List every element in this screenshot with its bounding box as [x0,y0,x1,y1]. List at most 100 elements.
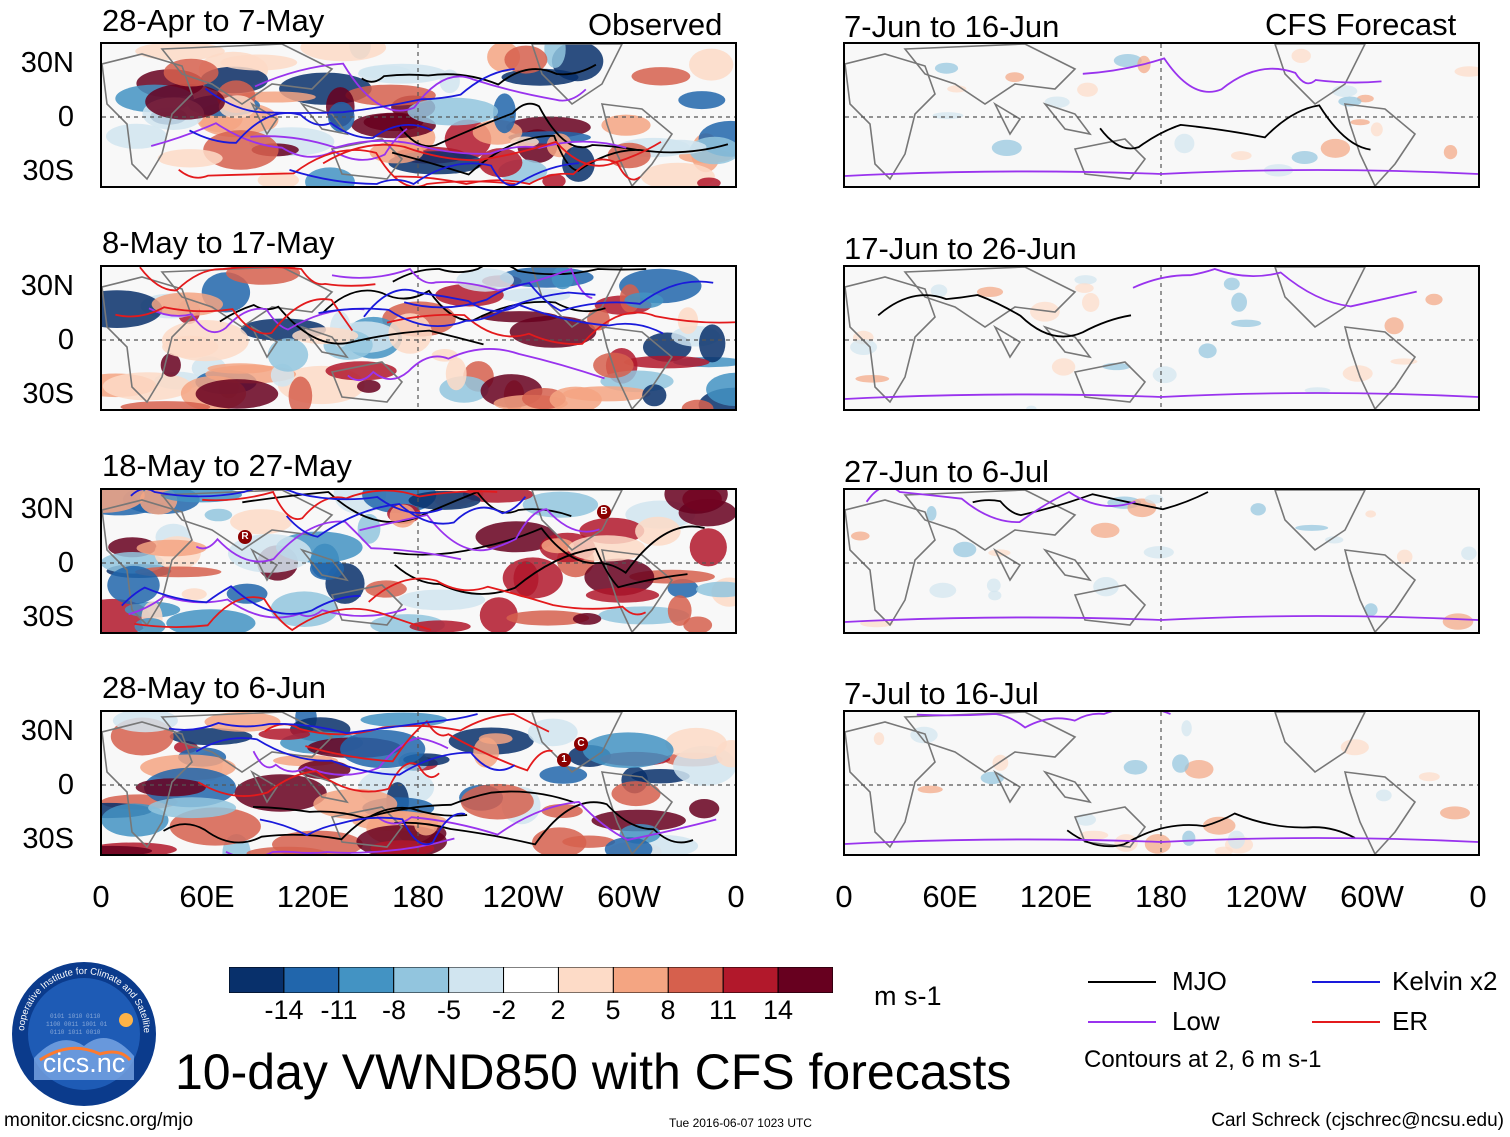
anomaly-blob [1454,66,1478,77]
contour-line [1132,268,1417,308]
lat-label-30n: 30N [20,715,74,747]
continent-outline [330,361,404,403]
legend-label-low: Low [1172,1006,1220,1036]
logo-ring-textpath: Cooperative Institute for Climate and Sa… [7,952,152,1033]
continent-outline [1274,712,1366,774]
contour-line [376,800,717,841]
colorbar-tick-label: 2 [550,995,566,1025]
anomaly-blob [1231,292,1247,312]
anomaly-blob [1295,524,1329,531]
lat-label-30s: 30S [22,378,74,410]
continent-outline [250,769,279,804]
anomaly-blob [1461,546,1477,561]
continent-outline [993,101,1022,136]
continent-outline [531,267,623,329]
anomaly-blob [226,583,268,604]
contour-line [368,577,647,616]
anomaly-blob [157,149,223,168]
anomaly-blob [169,728,253,746]
colorbar-tick-label: -2 [491,995,517,1025]
anomaly-blob [1152,366,1177,384]
storm-marker: B [597,505,611,519]
continent-outline [299,548,349,582]
anomaly-blob [697,177,721,186]
figure-title: 10-day VWND850 with CFS forecasts [175,1044,1012,1100]
forecast-panel-title-1: 7-Jun to 16-Jun [844,9,1060,44]
lat-label-30n: 30N [20,47,74,79]
anomaly-blob [582,732,674,768]
anomaly-blob [926,506,937,521]
colorbar-tick-label: 8 [660,995,676,1025]
anomaly-blob [667,579,699,598]
anomaly-blob [544,44,566,68]
anomaly-blob [163,58,219,87]
contour-line [877,294,1132,338]
contour-line [189,112,433,144]
anomaly-blob [1425,293,1443,306]
anomaly-blob [1442,613,1474,630]
contour-line [393,158,641,185]
anomaly-blob [585,587,660,603]
lon-label-180: 180 [1135,879,1187,914]
continent-outline [845,53,936,181]
anomaly-blob [1172,754,1189,773]
colorbar-tick-label: -14 [264,995,304,1025]
anomaly-blob [506,610,590,626]
footer-author: Carl Schreck (cjschrec@ncsu.edu) [1211,1110,1504,1131]
legend-note: Contours at 2, 6 m s-1 [1084,1046,1322,1073]
contour-line [130,490,443,514]
colorbar-bin [722,966,779,994]
lon-label-60w: 60W [1340,879,1404,914]
anomaly-blob [300,44,387,62]
contour-line [285,496,527,538]
forecast-column-label: CFS Forecast [1265,7,1457,42]
anomaly-blob [102,372,193,401]
anomaly-blob [976,286,1004,297]
anomaly-blob [551,267,574,290]
anomaly-blob [162,335,219,358]
contour-line [845,169,1478,177]
lat-label-eq: 0 [57,769,74,801]
anomaly-blob [1342,365,1373,382]
contour-line [361,63,597,86]
contour-line [252,790,576,820]
continent-outline [1343,771,1417,854]
anomaly-blob [1079,830,1109,840]
anomaly-blob [1338,96,1362,107]
forecast-panel-title-4: 7-Jul to 16-Jul [844,676,1039,711]
continent-outline [160,490,334,551]
lon-label-60w: 60W [597,879,661,914]
anomaly-blob [1231,151,1252,161]
anomaly-blob [456,268,514,292]
contour-line [148,307,365,333]
logo-ring-text: Cooperative Institute for Climate and Sa… [7,952,158,1108]
anomaly-blob [313,788,398,820]
observed-panel-title-4: 28-May to 6-Jun [102,670,326,705]
anomaly-blob [1181,720,1192,737]
anomaly-blob [699,324,726,363]
contour-line [289,162,579,186]
anomaly-blob [664,490,728,514]
lat-label-30s: 30S [22,155,74,187]
anomaly-blob [1005,72,1025,82]
svg-text:0101 1010 0110: 0101 1010 0110 [50,1013,101,1020]
anomaly-blob [1182,830,1196,846]
colorbar-unit: m s-1 [874,981,942,1011]
anomaly-blob [499,288,571,303]
continent-outline [1343,549,1417,632]
lon-label-120e: 120E [1019,879,1093,914]
storm-marker: 1 [557,753,571,767]
anomaly-blob [1443,145,1458,160]
footer-url[interactable]: monitor.cicsnc.org/mjo [4,1110,194,1131]
anomaly-blob [204,508,233,522]
anomaly-blob [1144,494,1164,504]
anomaly-blob [480,311,558,323]
anomaly-blob [986,578,1001,593]
anomaly-blob [855,375,890,383]
anomaly-blob [1051,358,1076,376]
anomaly-blob [1198,343,1217,359]
contour-line [139,267,376,292]
anomaly-blob [230,509,293,535]
footer-timestamp: Tue 2016-06-07 1023 UTC [669,1116,812,1130]
contour-line [1066,812,1356,848]
